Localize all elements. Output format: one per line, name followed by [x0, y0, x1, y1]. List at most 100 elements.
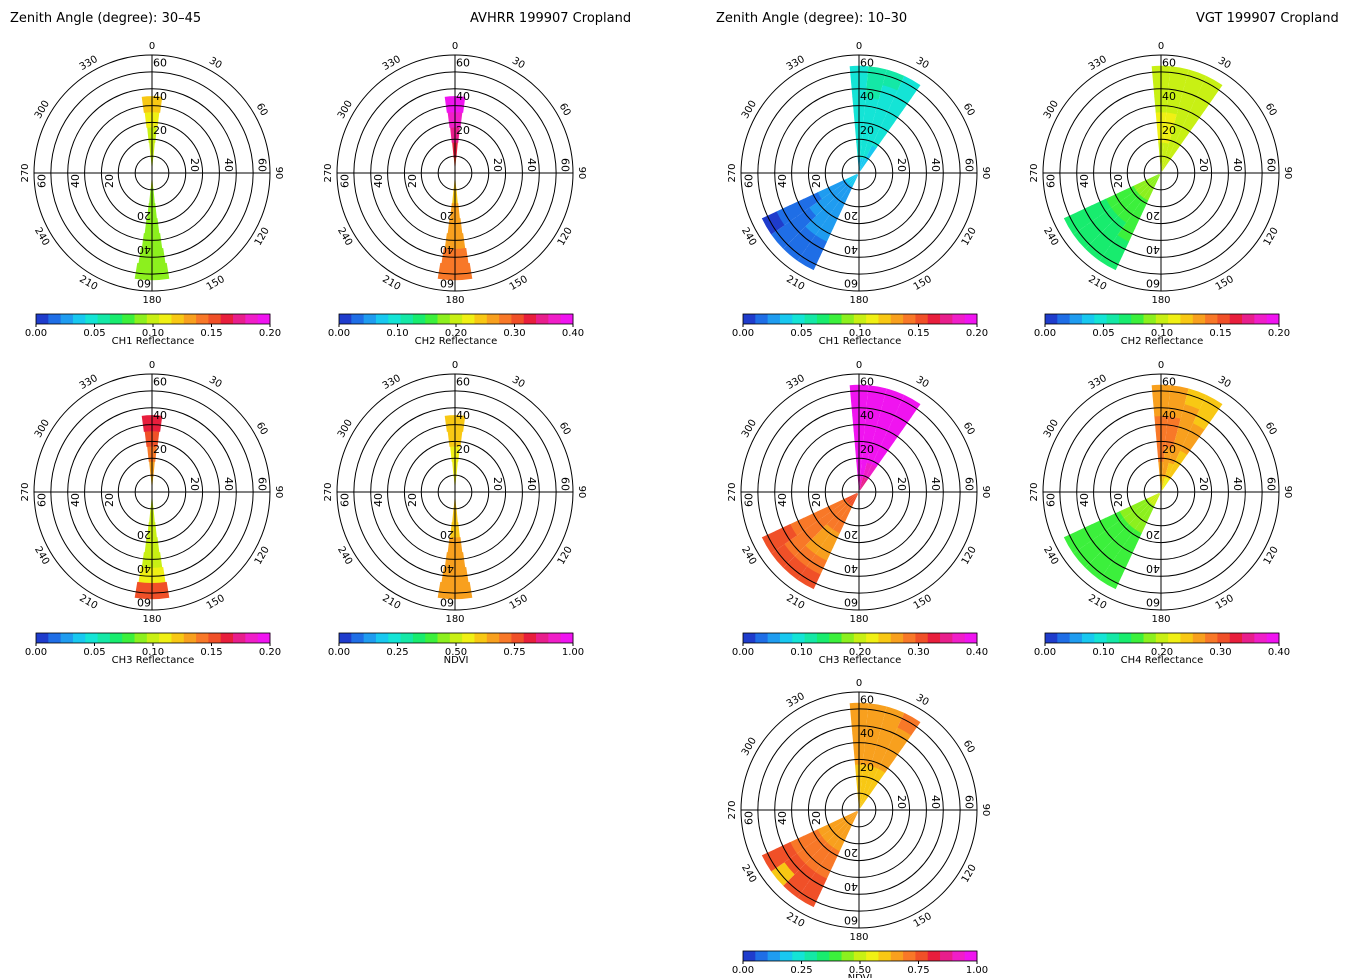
data-cell-20-1 [1164, 461, 1175, 479]
colorbar-swatch [122, 314, 136, 324]
data-cell-10-3 [862, 748, 875, 767]
colorbar-swatch [816, 951, 830, 961]
data-cell-20-4 [874, 98, 892, 119]
data-cell-240-3 [803, 511, 822, 528]
colorbar-swatch [903, 633, 916, 643]
azimuth-tick-label: 300 [336, 418, 355, 440]
data-cell-240-0 [844, 492, 858, 502]
ring-tick-label: 20 [895, 795, 908, 809]
data-cell-240-3 [1105, 511, 1124, 528]
colorbar-swatch [915, 314, 929, 324]
colorbar-tick-label: 0.15 [200, 647, 222, 658]
data-cell-30-1 [865, 463, 877, 480]
data-cell-220-6 [1085, 556, 1109, 580]
colorbar-swatch [449, 314, 463, 324]
colorbar-swatch [511, 633, 525, 643]
colorbar-swatch [159, 314, 172, 324]
ring-tick-label: 20 [860, 443, 874, 456]
colorbar-swatch [1118, 633, 1132, 643]
ring-tick-label: 40 [222, 158, 235, 172]
colorbar-tick-label: 0.15 [1209, 328, 1231, 339]
ring-tick-label: 40 [222, 477, 235, 491]
colorbar-swatch [196, 633, 209, 643]
ring-tick-label: 20 [810, 493, 823, 507]
colorbar-swatch [1266, 314, 1280, 324]
data-cell-230-6 [1073, 544, 1097, 568]
data-cell-220-0 [1149, 493, 1160, 506]
azimuth-tick-label: 60 [557, 420, 573, 437]
data-cell-210-3 [823, 529, 840, 548]
colorbar-swatch [779, 951, 793, 961]
colorbar-tick-label: 0.30 [1209, 647, 1231, 658]
ring-tick-label: 60 [1044, 493, 1057, 507]
azimuth-tick-label: 0 [856, 678, 862, 689]
ring-tick-label: 20 [1112, 493, 1125, 507]
data-cell-10-1 [860, 460, 868, 478]
colorbar-swatch [1180, 633, 1194, 643]
ring-tick-label: 60 [256, 158, 269, 172]
colorbar-swatch [952, 633, 966, 643]
azimuth-tick-label: 0 [149, 360, 155, 371]
colorbar-swatch [85, 633, 99, 643]
ring-tick-label: 20 [103, 174, 116, 188]
data-cell-10-0 [859, 475, 864, 491]
ring-tick-label: 20 [1197, 158, 1210, 172]
ring-tick-label: 60 [1146, 277, 1160, 290]
azimuth-tick-label: 300 [740, 736, 759, 758]
ring-tick-label: 20 [844, 528, 858, 541]
polar-plot-avhrr-ch3: 0306090120150180210240270300330202020204… [20, 360, 284, 666]
data-cell-240-1 [830, 816, 847, 828]
ring-tick-label: 60 [338, 493, 351, 507]
ring-tick-label: 20 [1197, 477, 1210, 491]
colorbar-swatch [351, 314, 365, 324]
colorbar-swatch [1131, 314, 1145, 324]
data-cell-30-0 [1161, 158, 1171, 172]
colorbar: 0.00 0.05 0.10 0.15 0.20 CH1 Reflectance [25, 313, 281, 347]
azimuth-tick-label: 300 [1042, 99, 1061, 121]
colorbar-swatch [853, 951, 867, 961]
ring-tick-label: 60 [559, 158, 572, 172]
colorbar-swatch [767, 633, 781, 643]
colorbar-swatch [1229, 314, 1243, 324]
azimuth-tick-label: 0 [1158, 360, 1164, 371]
colorbar-swatch [97, 314, 111, 324]
colorbar: 0.00 0.05 0.10 0.15 0.20 CH1 Reflectance [732, 313, 988, 347]
colorbar-label: NDVI [848, 973, 873, 978]
colorbar-tick-label: 0.20 [259, 328, 281, 339]
colorbar-swatch [425, 633, 439, 643]
data-cell-240-3 [803, 829, 822, 846]
data-cell-20-0 [859, 794, 866, 809]
colorbar-tick-label: 0.00 [732, 328, 754, 339]
ring-tick-label: 40 [1146, 243, 1160, 256]
polar-plot-vgt-ndvi: 0306090120150180210240270300330202020204… [727, 678, 991, 978]
colorbar-swatch [560, 314, 574, 324]
ring-tick-label: 20 [844, 209, 858, 222]
data-cell-20-4 [1176, 417, 1194, 438]
data-cell-240-0 [844, 810, 858, 820]
colorbar-swatch [841, 951, 855, 961]
colorbar-swatch [903, 951, 916, 961]
colorbar-swatch [1106, 314, 1120, 324]
data-cell-220-0 [847, 174, 858, 187]
ring-tick-label: 40 [456, 90, 470, 103]
colorbar-swatch [499, 633, 512, 643]
ring-tick-label: 20 [1162, 443, 1176, 456]
data-cell-30-3 [1180, 117, 1197, 136]
data-cell-30-0 [859, 795, 869, 809]
ring-tick-label: 40 [1078, 493, 1091, 507]
colorbar-swatch [1217, 633, 1231, 643]
colorbar-tick-label: 0.05 [790, 328, 812, 339]
colorbar-swatch [499, 314, 512, 324]
colorbar-swatch [183, 314, 197, 324]
data-cell-220-0 [1149, 174, 1160, 187]
colorbar-swatch [804, 633, 818, 643]
data-cell-20-1 [862, 779, 873, 797]
colorbar-swatch [1155, 314, 1169, 324]
colorbar-swatch [48, 633, 62, 643]
azimuth-tick-label: 270 [20, 482, 31, 501]
data-cell-240-4 [1091, 517, 1112, 537]
ring-tick-label: 20 [810, 174, 823, 188]
ring-tick-label: 40 [929, 795, 942, 809]
data-cell-20-6 [1184, 69, 1207, 91]
colorbar-swatch [375, 314, 389, 324]
